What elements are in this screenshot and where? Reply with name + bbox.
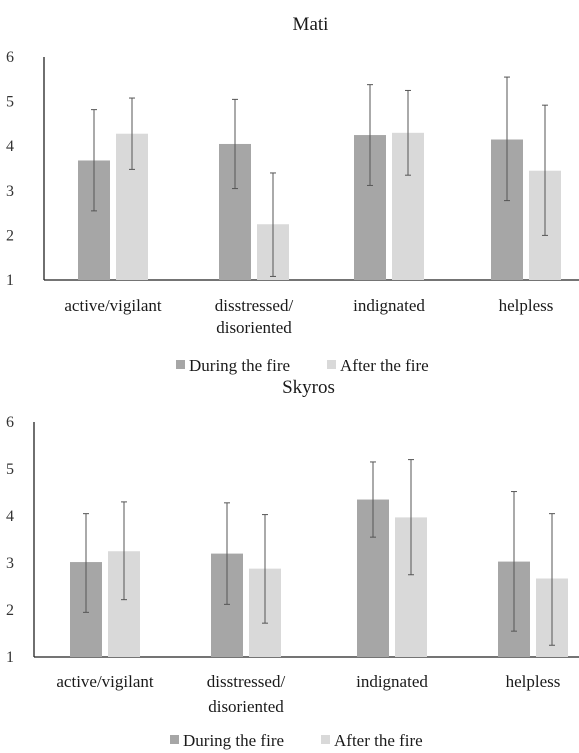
y-tick-label: 3 bbox=[6, 183, 14, 200]
legend-label: After the fire bbox=[340, 356, 429, 375]
x-category-label: indignated bbox=[356, 672, 428, 691]
y-tick-label: 1 bbox=[6, 272, 14, 289]
y-tick-label: 2 bbox=[6, 602, 14, 619]
x-category-label: disstressed/disoriented bbox=[215, 296, 294, 337]
legend-swatch bbox=[327, 360, 336, 369]
y-tick-label: 3 bbox=[6, 555, 14, 572]
y-tick-label: 1 bbox=[6, 649, 14, 666]
x-category-label: disstressed/disoriented bbox=[207, 672, 286, 716]
y-tick-label: 5 bbox=[6, 461, 14, 478]
y-tick-label: 6 bbox=[6, 49, 14, 66]
x-category-label: indignated bbox=[353, 296, 425, 315]
y-tick-label: 4 bbox=[6, 508, 14, 525]
y-tick-label: 2 bbox=[6, 227, 14, 244]
legend-swatch bbox=[170, 735, 179, 744]
chart-panel-skyros: Skyros 1 2 3 4 5 6 active/vigilant disstressed/d… bbox=[6, 377, 579, 750]
x-category-label: active/vigilant bbox=[56, 672, 154, 691]
x-category-label: helpless bbox=[506, 672, 561, 691]
legend-swatch bbox=[321, 735, 330, 744]
chart-title: Skyros bbox=[282, 377, 335, 398]
chart-panel-mati: Mati 1 2 3 4 5 6 active/vigilant disstressed/dis… bbox=[6, 14, 579, 375]
legend-swatch bbox=[176, 360, 185, 369]
y-tick-label: 5 bbox=[6, 94, 14, 111]
y-tick-label: 6 bbox=[6, 414, 14, 431]
legend-label: During the fire bbox=[189, 356, 290, 375]
legend-label: After the fire bbox=[334, 731, 423, 750]
chart-title: Mati bbox=[293, 14, 329, 35]
legend-label: During the fire bbox=[183, 731, 284, 750]
y-tick-label: 4 bbox=[6, 138, 14, 155]
x-category-label: active/vigilant bbox=[64, 296, 162, 315]
x-category-label: helpless bbox=[499, 296, 554, 315]
